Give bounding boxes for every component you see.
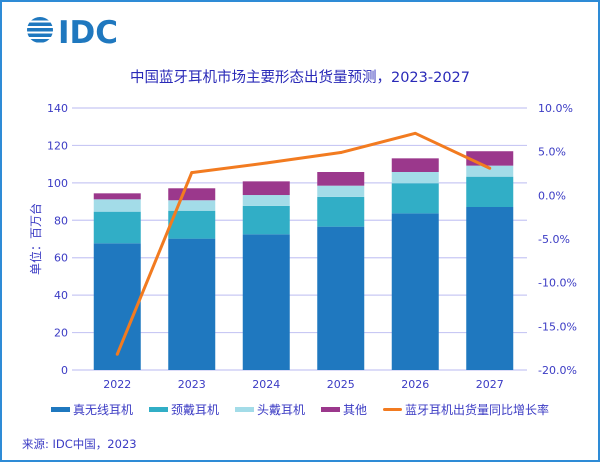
chart-title: 中国蓝牙耳机市场主要形态出货量预测，2023-2027 <box>129 70 471 86</box>
y-tick-label: 20 <box>54 327 68 340</box>
bar-2023-series-2 <box>168 200 216 211</box>
legend-swatch <box>383 408 403 411</box>
svg-text:IDC: IDC <box>58 15 118 50</box>
y-tick-label: 120 <box>47 139 68 152</box>
bar-2023-series-3 <box>168 188 216 201</box>
x-tick-label: 2023 <box>178 378 206 391</box>
bar-2022-series-0 <box>93 243 141 370</box>
y-tick-label: 40 <box>54 289 68 302</box>
source-note: 来源: IDC中国，2023 <box>22 437 137 451</box>
legend-label: 真无线耳机 <box>72 403 133 417</box>
growth-rate-point <box>115 352 119 356</box>
bar-2026-series-1 <box>391 183 439 214</box>
bar-2026-series-0 <box>391 213 439 370</box>
growth-rate-point <box>190 171 194 175</box>
y-tick-label: 140 <box>47 102 68 115</box>
bar-2024-series-2 <box>242 195 290 206</box>
legend-label: 蓝牙耳机出货量同比增长率 <box>405 403 550 417</box>
y-tick-label: 60 <box>54 252 68 265</box>
legend-label: 其他 <box>343 403 368 417</box>
growth-rate-line <box>115 131 491 355</box>
y2-tick-label: -10.0% <box>538 277 577 290</box>
bar-2027-series-0 <box>466 206 514 370</box>
bar-2025-series-3 <box>317 172 365 186</box>
legend-item: 头戴耳机 <box>234 401 305 418</box>
legend-swatch <box>50 407 70 412</box>
bar-2026-series-3 <box>391 158 439 173</box>
bar-2027-series-3 <box>466 151 514 166</box>
x-tick-label: 2024 <box>252 378 280 391</box>
x-tick-label: 2026 <box>401 378 429 391</box>
bar-2025-series-0 <box>317 226 365 370</box>
legend-item: 蓝牙耳机出货量同比增长率 <box>383 401 549 418</box>
x-tick-label: 2025 <box>327 378 355 391</box>
legend-item: 其他 <box>321 401 367 418</box>
y-tick-label: 100 <box>47 177 68 190</box>
bar-2023-series-0 <box>168 238 216 370</box>
bar-2024-series-3 <box>242 181 290 196</box>
y-axis-label: 单位：百万台 <box>28 203 43 275</box>
bar-2026-series-2 <box>391 172 439 184</box>
y2-tick-label: 10.0% <box>538 102 573 115</box>
bar-2025-series-2 <box>317 185 365 197</box>
growth-rate-point <box>413 131 417 135</box>
legend-item: 颈戴耳机 <box>148 401 219 418</box>
bar-2024-series-1 <box>242 205 290 235</box>
bar-2027-series-1 <box>466 176 514 207</box>
y-tick-label: 0 <box>61 364 68 377</box>
bar-2025-series-1 <box>317 196 365 227</box>
x-tick-label: 2027 <box>476 378 504 391</box>
y-tick-label: 80 <box>54 214 68 227</box>
growth-rate-point <box>488 166 492 170</box>
legend-swatch <box>234 407 254 412</box>
legend-label: 颈戴耳机 <box>170 403 219 417</box>
bar-2022-series-1 <box>93 211 141 244</box>
legend: 真无线耳机 颈戴耳机 头戴耳机 其他 蓝牙耳机出货量同比增长率 <box>0 401 600 418</box>
y2-tick-label: 5.0% <box>538 146 566 159</box>
bar-2027-series-2 <box>466 165 514 177</box>
chart-plot: 0 20 40 60 80 100 120 140 -20.0% -15.0% -10.0% -5.0… <box>28 102 577 391</box>
growth-rate-point <box>339 151 343 155</box>
y2-tick-label: -20.0% <box>538 364 577 377</box>
bar-2022-series-2 <box>93 199 141 212</box>
idc-logo: IDC <box>27 15 118 50</box>
x-tick-label: 2022 <box>103 378 131 391</box>
legend-swatch <box>148 407 168 412</box>
y2-tick-label: -5.0% <box>538 233 570 246</box>
bar-2022-series-3 <box>93 193 141 200</box>
legend-swatch <box>321 407 340 412</box>
growth-rate-point <box>264 161 268 165</box>
y2-tick-label: 0.0% <box>538 189 566 202</box>
bar-2024-series-0 <box>242 234 290 370</box>
y2-tick-label: -15.0% <box>538 320 577 333</box>
bar-2023-series-1 <box>168 210 216 239</box>
legend-label: 头戴耳机 <box>256 403 305 417</box>
legend-item: 真无线耳机 <box>50 401 133 418</box>
